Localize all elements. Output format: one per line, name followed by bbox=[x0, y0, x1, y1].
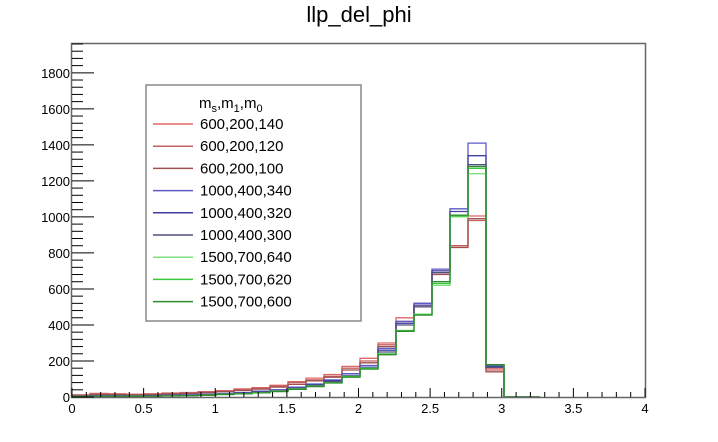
legend-entry-label: 1500,700,640 bbox=[200, 249, 292, 266]
y-tick-label: 1800 bbox=[41, 66, 70, 81]
y-tick-label: 600 bbox=[48, 282, 70, 297]
x-tick-label: 1.5 bbox=[278, 401, 296, 416]
histogram-series-1500-700-600 bbox=[71, 165, 540, 398]
legend-title: ms,m1,m0 bbox=[199, 95, 263, 115]
y-tick-label: 1000 bbox=[41, 210, 70, 225]
legend-entry-label: 1000,400,340 bbox=[200, 183, 292, 200]
axes-group: 0 0.5 1 1.5 2 2.5 3 3.5 4 0 200 400 600 800 1000 1200 14… bbox=[41, 43, 649, 416]
legend-entry-label: 1500,700,620 bbox=[200, 271, 292, 288]
legend-entry-label: 600,200,140 bbox=[200, 116, 283, 133]
legend-entry-label: 600,200,120 bbox=[200, 138, 283, 155]
y-tick-label: 1600 bbox=[41, 102, 70, 117]
legend-entry-label: 1000,400,300 bbox=[200, 227, 292, 244]
legend-entry-label: 600,200,100 bbox=[200, 160, 283, 177]
y-tick-label: 400 bbox=[48, 318, 70, 333]
x-tick-label: 2 bbox=[355, 401, 362, 416]
x-tick-label: 3.5 bbox=[564, 401, 582, 416]
legend-entry-label: 1500,700,600 bbox=[200, 294, 292, 311]
legend: ms,m1,m0 600,200,140 600,200,120 600,200,1… bbox=[145, 84, 362, 322]
plot-frame bbox=[70, 42, 647, 399]
legend-entry-label: 1000,400,320 bbox=[200, 205, 292, 222]
y-tick-label: 800 bbox=[48, 246, 70, 261]
x-tick-label: 0.5 bbox=[135, 401, 153, 416]
x-tick-label: 0 bbox=[68, 401, 75, 416]
y-tick-label: 1400 bbox=[41, 138, 70, 153]
chart-title: llp_del_phi bbox=[306, 2, 411, 27]
x-tick-label: 3 bbox=[498, 401, 505, 416]
x-tick-label: 4 bbox=[641, 401, 648, 416]
y-tick-label: 200 bbox=[48, 354, 70, 369]
y-tick-label: 0 bbox=[63, 390, 70, 405]
y-tick-label: 1200 bbox=[41, 174, 70, 189]
x-tick-label: 2.5 bbox=[421, 401, 439, 416]
x-tick-label: 1 bbox=[212, 401, 219, 416]
